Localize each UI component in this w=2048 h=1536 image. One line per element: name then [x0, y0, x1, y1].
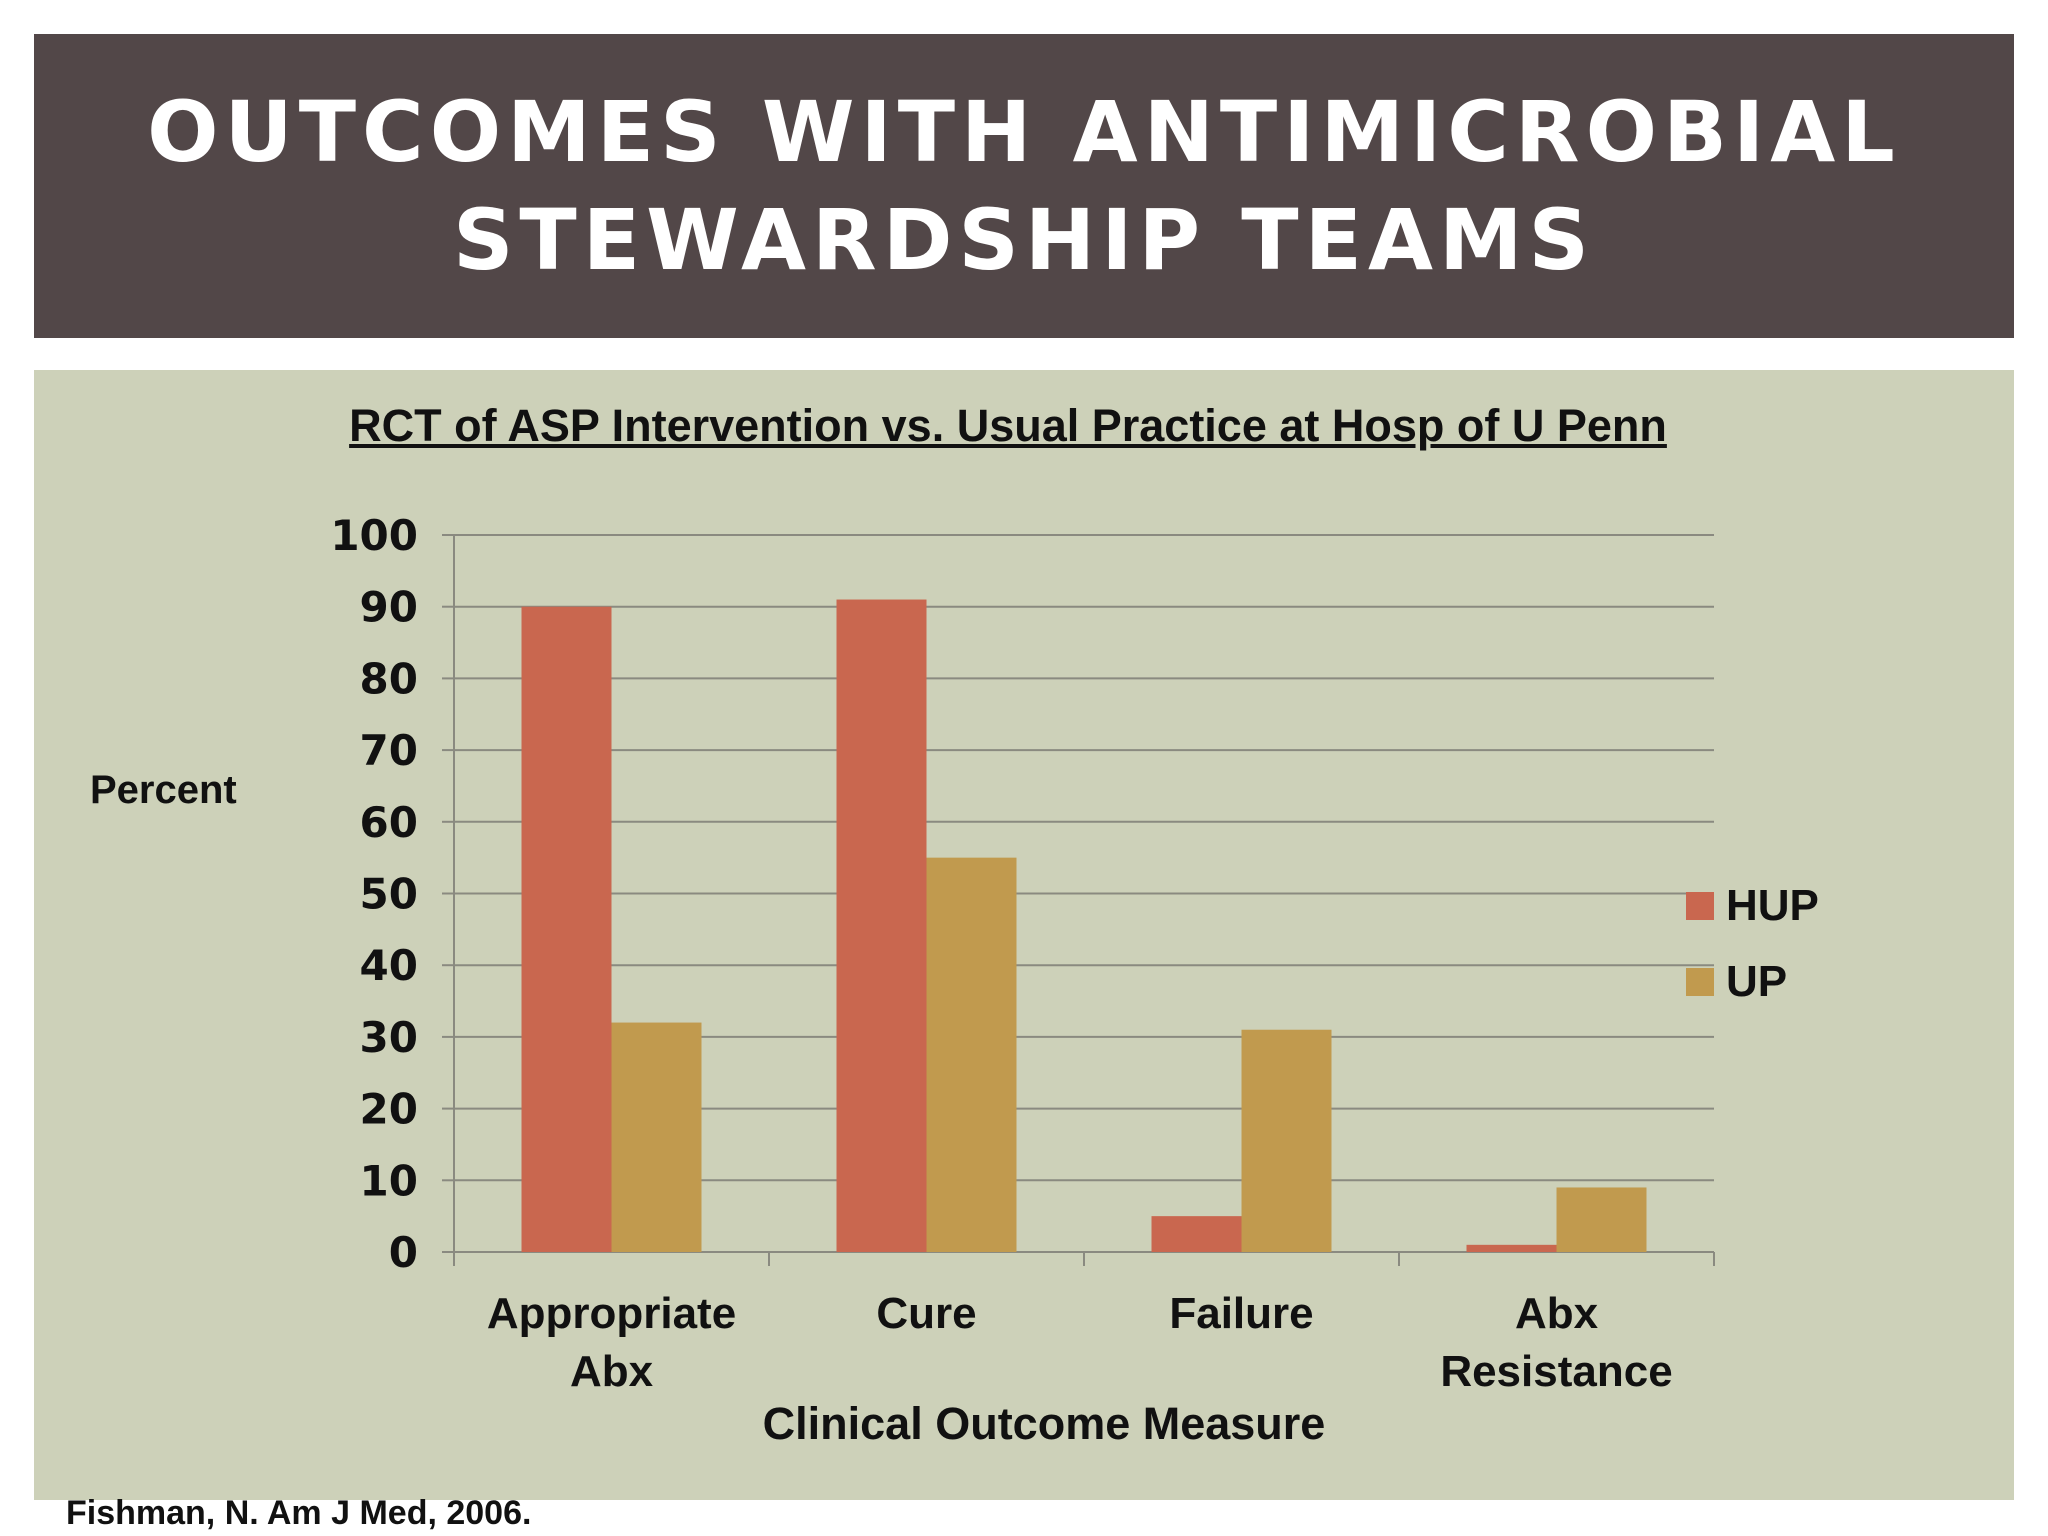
bar-hup-0 — [521, 606, 612, 1252]
bar-hup-2 — [1151, 1216, 1242, 1252]
y-tick-label-70: 70 — [360, 726, 418, 775]
bar-hup-1 — [836, 599, 927, 1252]
legend-label-up: UP — [1726, 957, 1787, 1006]
y-tick-label-60: 60 — [360, 798, 418, 847]
x-tick-label-line: Appropriate — [487, 1289, 736, 1338]
bar-up-1 — [926, 857, 1017, 1252]
y-tick-label-10: 10 — [360, 1156, 418, 1205]
x-tick-label-3: Abx Resistance — [1440, 1289, 1672, 1396]
x-tick-label-line: Abx — [570, 1347, 654, 1396]
y-tick-label-100: 100 — [330, 511, 418, 560]
bar-chart: 0 10 20 30 40 50 60 70 80 90 100 Appropriate Abx Cure… — [330, 511, 1819, 1396]
legend-swatch-up — [1686, 968, 1714, 996]
y-axis-label: Percent — [90, 768, 237, 812]
x-tick-label-line: Abx — [1515, 1289, 1599, 1338]
legend-swatch-hup — [1686, 892, 1714, 920]
y-tick-label-90: 90 — [360, 583, 418, 632]
slide-title-line-1: OUTCOMES WITH ANTIMICROBIAL — [147, 83, 1901, 181]
bar-up-3 — [1556, 1187, 1647, 1252]
y-tick-label-40: 40 — [360, 941, 418, 990]
x-tick-label-1: Cure — [876, 1289, 976, 1338]
y-tick-label-20: 20 — [360, 1085, 418, 1134]
bar-up-0 — [611, 1022, 702, 1252]
chart-title: RCT of ASP Intervention vs. Usual Practi… — [349, 400, 1667, 451]
bar-up-2 — [1241, 1029, 1332, 1252]
x-tick-label-line: Failure — [1169, 1289, 1313, 1338]
y-tick-label-0: 0 — [389, 1228, 418, 1277]
y-tick-label-50: 50 — [360, 870, 418, 919]
chart-panel: RCT of ASP Intervention vs. Usual Practi… — [34, 370, 2014, 1500]
x-tick-label-0: Appropriate Abx — [487, 1289, 736, 1396]
title-band: OUTCOMES WITH ANTIMICROBIAL STEWARDSHIP … — [34, 34, 2014, 338]
y-tick-label-80: 80 — [360, 654, 418, 703]
citation: Fishman, N. Am J Med, 2006. — [66, 1494, 532, 1532]
x-tick-label-2: Failure — [1169, 1289, 1313, 1338]
y-tick-label-30: 30 — [360, 1013, 418, 1062]
x-axis-label: Clinical Outcome Measure — [762, 1398, 1326, 1449]
x-tick-label-line: Cure — [876, 1289, 976, 1338]
x-tick-label-line: Resistance — [1440, 1347, 1672, 1396]
bar-hup-3 — [1466, 1244, 1557, 1252]
slide-title-line-2: STEWARDSHIP TEAMS — [452, 191, 1596, 289]
legend-label-hup: HUP — [1726, 881, 1819, 930]
